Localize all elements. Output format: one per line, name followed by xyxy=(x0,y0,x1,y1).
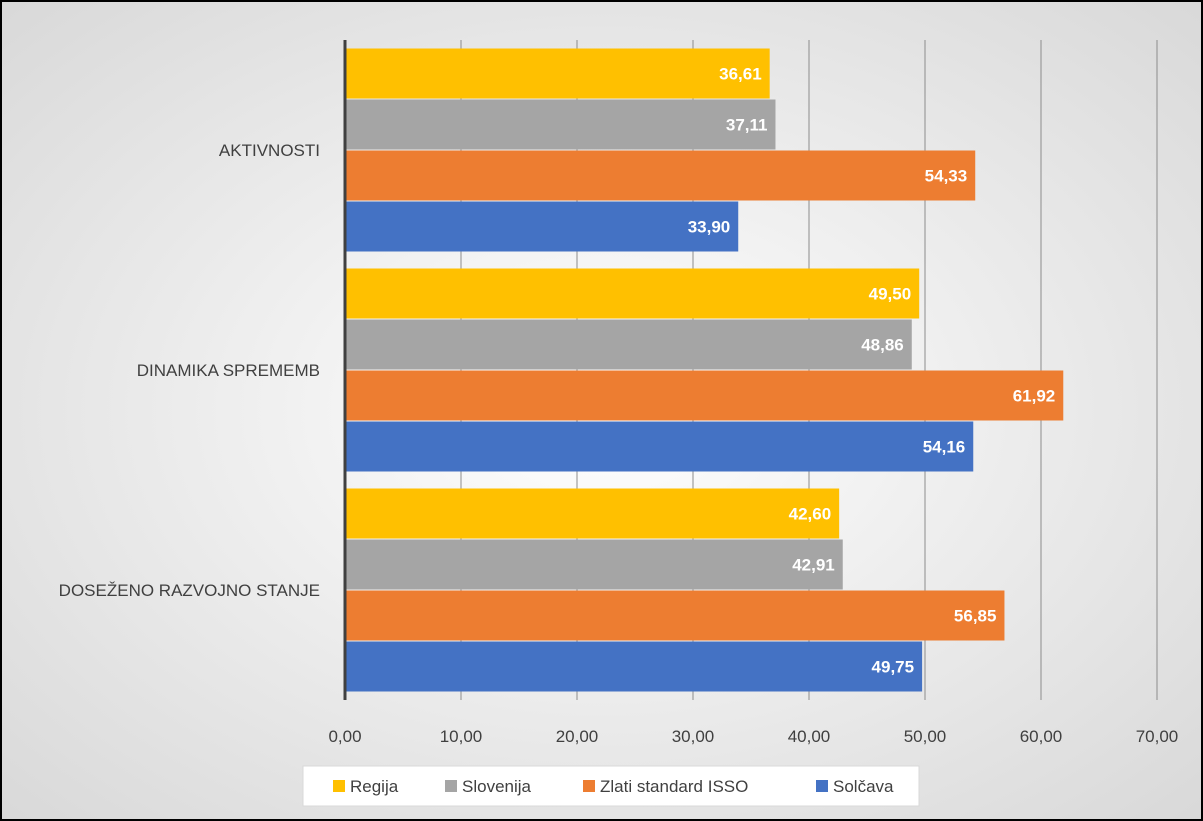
x-tick-label: 60,00 xyxy=(1020,727,1063,746)
bar xyxy=(345,421,974,472)
category-label: DOSEŽENO RAZVOJNO STANJE xyxy=(59,581,320,600)
bars xyxy=(345,48,1064,692)
x-tick-label: 40,00 xyxy=(788,727,831,746)
data-label: 54,16 xyxy=(923,438,966,457)
legend-swatch xyxy=(333,780,345,792)
data-label: 36,61 xyxy=(719,65,762,84)
data-label: 54,33 xyxy=(925,167,968,186)
data-label: 49,50 xyxy=(869,285,912,304)
bar xyxy=(345,488,840,539)
x-tick-label: 10,00 xyxy=(440,727,483,746)
x-tick-label: 30,00 xyxy=(672,727,715,746)
bar xyxy=(345,641,923,692)
data-label: 33,90 xyxy=(688,218,731,237)
bar xyxy=(345,539,843,590)
bar xyxy=(345,590,1005,641)
bar xyxy=(345,150,976,201)
legend-label: Regija xyxy=(350,777,399,796)
bar xyxy=(345,48,770,99)
data-label: 49,75 xyxy=(872,658,915,677)
legend: Regija Slovenija Zlati standard ISSO Solčav… xyxy=(302,765,920,807)
bar xyxy=(345,268,920,319)
data-labels: 36,61 37,11 54,33 33,90 49,50 48,86 61,92 54,16… xyxy=(688,65,1056,677)
x-tick-label: 50,00 xyxy=(904,727,947,746)
legend-swatch xyxy=(583,780,595,792)
legend-label: Slovenija xyxy=(462,777,532,796)
bar xyxy=(345,201,739,252)
x-tick-label: 70,00 xyxy=(1136,727,1179,746)
bar xyxy=(345,370,1064,421)
bar xyxy=(345,319,912,370)
data-label: 42,91 xyxy=(792,556,835,575)
bar xyxy=(345,99,776,150)
category-label: DINAMIKA SPREMEMB xyxy=(137,361,320,380)
data-label: 61,92 xyxy=(1013,387,1056,406)
x-tick-label: 20,00 xyxy=(556,727,599,746)
legend-swatch xyxy=(816,780,828,792)
gridlines xyxy=(460,40,1158,700)
category-labels: AKTIVNOSTI DINAMIKA SPREMEMB DOSEŽENO RAZV… xyxy=(59,141,320,600)
data-label: 48,86 xyxy=(861,336,904,355)
x-tick-label: 0,00 xyxy=(328,727,361,746)
legend-label: Solčava xyxy=(833,777,894,796)
legend-label: Zlati standard ISSO xyxy=(600,777,748,796)
x-axis-tick-labels: 0,00 10,00 20,00 30,00 40,00 50,00 60,00 70,00 xyxy=(328,727,1178,746)
data-label: 37,11 xyxy=(726,116,768,135)
data-label: 56,85 xyxy=(954,607,997,626)
legend-swatch xyxy=(445,780,457,792)
data-label: 42,60 xyxy=(789,505,832,524)
category-label: AKTIVNOSTI xyxy=(219,141,320,160)
